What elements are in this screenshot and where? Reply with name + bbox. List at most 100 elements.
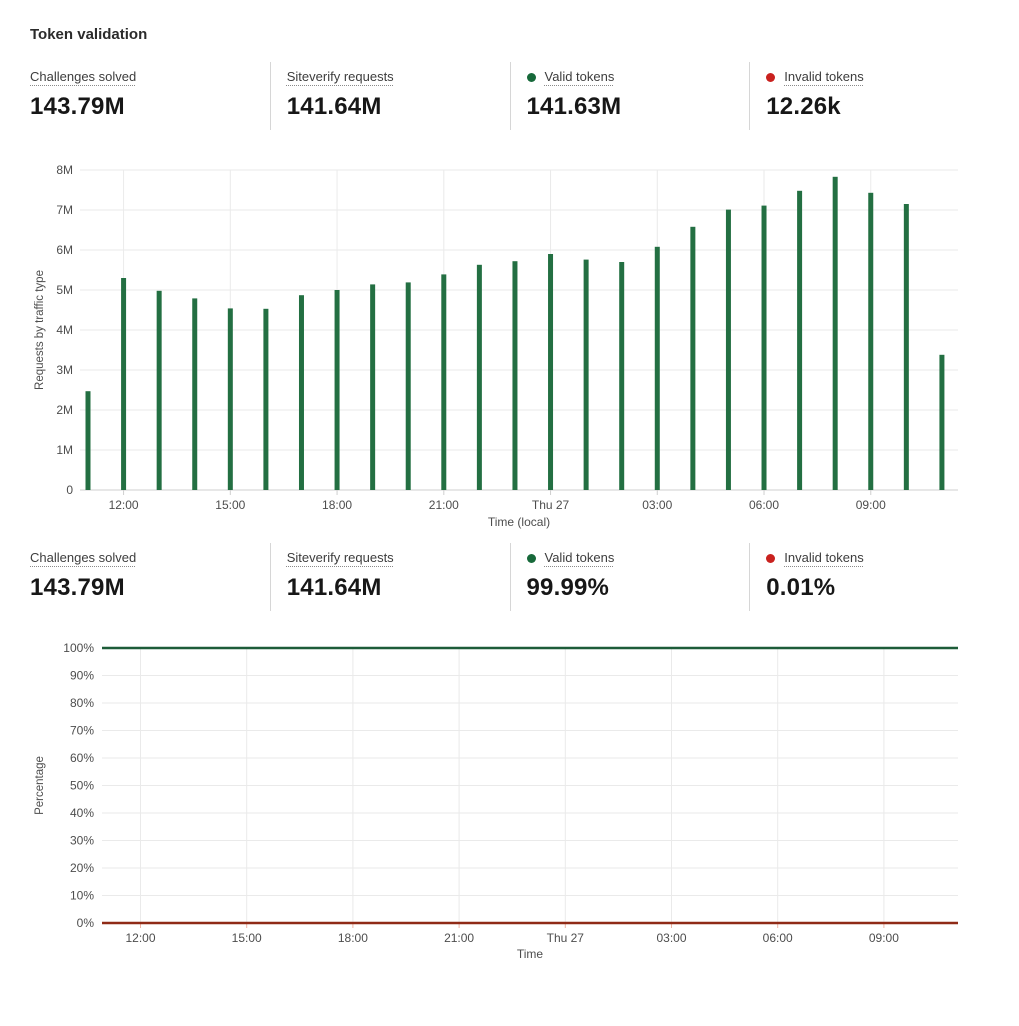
svg-text:21:00: 21:00 xyxy=(444,931,474,945)
svg-text:40%: 40% xyxy=(70,806,94,820)
traffic-bar xyxy=(405,282,411,490)
stat-label-row: Siteverify requests xyxy=(287,549,500,567)
valid-tokens-dot-icon xyxy=(526,72,536,82)
svg-text:70%: 70% xyxy=(70,724,94,738)
token-percentage-chart[interactable]: 12:00 15:00 18:00 21:00 Thu 27 03:00 06:00 09:0… xyxy=(30,630,989,970)
valid-tokens-label[interactable]: Valid tokens xyxy=(544,550,615,565)
svg-text:50%: 50% xyxy=(70,779,94,793)
traffic-bar xyxy=(156,290,162,490)
traffic-bar xyxy=(85,391,91,490)
svg-text:8M: 8M xyxy=(56,163,73,177)
svg-text:7M: 7M xyxy=(56,203,73,217)
stat-label-row: Siteverify requests xyxy=(287,68,500,86)
svg-text:15:00: 15:00 xyxy=(232,931,262,945)
stat-label-row: Invalid tokens xyxy=(766,549,979,567)
svg-text:80%: 80% xyxy=(70,696,94,710)
challenges-solved-label[interactable]: Challenges solved xyxy=(30,550,137,565)
svg-text:5M: 5M xyxy=(56,283,73,297)
svg-text:06:00: 06:00 xyxy=(749,498,779,512)
challenges-solved-value: 143.79M xyxy=(30,574,125,601)
svg-text:6M: 6M xyxy=(56,243,73,257)
requests-by-traffic-type-chart[interactable]: 12:00 15:00 18:00 21:00 Thu 27 03:00 06:00 09:0… xyxy=(30,160,989,535)
siteverify-requests-value: 141.64M xyxy=(286,574,382,601)
svg-text:06:00: 06:00 xyxy=(763,931,793,945)
svg-text:60%: 60% xyxy=(70,751,94,765)
invalid-tokens-percent-value: 0.01% xyxy=(766,574,836,601)
stat-label-row: Challenges solved xyxy=(30,549,260,567)
siteverify-requests-label[interactable]: Siteverify requests xyxy=(286,69,394,84)
svg-text:Requests by traffic type: Requests by traffic type xyxy=(34,270,46,390)
stat-challenges-solved: Challenges solved 143.79M xyxy=(30,62,270,130)
svg-text:10%: 10% xyxy=(70,889,94,903)
traffic-bar xyxy=(797,190,803,491)
page-title: Token validation xyxy=(30,26,148,43)
svg-text:Time (local): Time (local) xyxy=(488,515,550,529)
challenges-solved-label[interactable]: Challenges solved xyxy=(30,69,137,84)
traffic-bar xyxy=(548,254,554,490)
svg-text:0%: 0% xyxy=(77,916,95,930)
svg-text:Thu 27: Thu 27 xyxy=(532,498,570,512)
traffic-bar xyxy=(334,290,340,490)
svg-text:18:00: 18:00 xyxy=(338,931,368,945)
siteverify-requests-label[interactable]: Siteverify requests xyxy=(286,550,394,565)
traffic-bar xyxy=(654,246,660,490)
invalid-tokens-value: 12.26k xyxy=(766,93,841,120)
svg-text:09:00: 09:00 xyxy=(856,498,886,512)
stats-row-bottom: Challenges solved 143.79M Siteverify req… xyxy=(30,543,989,611)
svg-text:100%: 100% xyxy=(63,641,94,655)
traffic-bar xyxy=(263,308,269,490)
svg-text:90%: 90% xyxy=(70,669,94,683)
traffic-bar xyxy=(476,264,482,490)
challenges-solved-value: 143.79M xyxy=(30,93,125,120)
svg-text:03:00: 03:00 xyxy=(642,498,672,512)
valid-tokens-label[interactable]: Valid tokens xyxy=(544,69,615,84)
valid-tokens-percent-value: 99.99% xyxy=(526,574,610,601)
stat-label-row: Valid tokens xyxy=(526,68,740,86)
stat-invalid-tokens: Invalid tokens 12.26k xyxy=(749,62,989,130)
svg-text:20%: 20% xyxy=(70,861,94,875)
stats-row-top: Challenges solved 143.79M Siteverify req… xyxy=(30,62,989,130)
svg-text:30%: 30% xyxy=(70,834,94,848)
traffic-bar xyxy=(690,226,696,491)
stat-challenges-solved: Challenges solved 143.79M xyxy=(30,543,270,611)
invalid-tokens-dot-icon xyxy=(766,553,776,563)
invalid-tokens-label[interactable]: Invalid tokens xyxy=(784,69,864,84)
traffic-bar xyxy=(512,261,518,490)
traffic-bar xyxy=(583,259,589,490)
traffic-bar xyxy=(903,204,909,490)
valid-tokens-dot-icon xyxy=(526,553,536,563)
svg-text:12:00: 12:00 xyxy=(109,498,139,512)
traffic-bar xyxy=(832,176,838,491)
svg-text:0: 0 xyxy=(66,483,73,497)
stat-valid-tokens-percent: Valid tokens 99.99% xyxy=(509,543,750,611)
stat-label-row: Challenges solved xyxy=(30,68,260,86)
traffic-bar xyxy=(227,308,233,490)
traffic-bar xyxy=(939,354,945,490)
traffic-bar xyxy=(868,192,874,491)
svg-text:4M: 4M xyxy=(56,323,73,337)
svg-text:Percentage: Percentage xyxy=(34,756,46,815)
svg-text:2M: 2M xyxy=(56,403,73,417)
stat-label-row: Invalid tokens xyxy=(766,68,979,86)
svg-text:21:00: 21:00 xyxy=(429,498,459,512)
invalid-tokens-dot-icon xyxy=(766,72,776,82)
svg-text:12:00: 12:00 xyxy=(125,931,155,945)
traffic-bar xyxy=(192,298,198,490)
traffic-bar xyxy=(370,284,376,490)
traffic-bar xyxy=(725,209,731,490)
svg-text:Thu 27: Thu 27 xyxy=(547,931,585,945)
svg-text:15:00: 15:00 xyxy=(215,498,245,512)
svg-text:18:00: 18:00 xyxy=(322,498,352,512)
svg-text:1M: 1M xyxy=(56,443,73,457)
svg-text:09:00: 09:00 xyxy=(869,931,899,945)
valid-tokens-value: 141.63M xyxy=(526,93,622,120)
invalid-tokens-label[interactable]: Invalid tokens xyxy=(784,550,864,565)
stat-siteverify-requests: Siteverify requests 141.64M xyxy=(269,62,510,130)
stat-valid-tokens: Valid tokens 141.63M xyxy=(509,62,750,130)
svg-text:Time: Time xyxy=(517,947,544,961)
siteverify-requests-value: 141.64M xyxy=(286,93,382,120)
traffic-bar xyxy=(761,205,767,490)
traffic-bar xyxy=(619,262,625,490)
svg-text:03:00: 03:00 xyxy=(656,931,686,945)
